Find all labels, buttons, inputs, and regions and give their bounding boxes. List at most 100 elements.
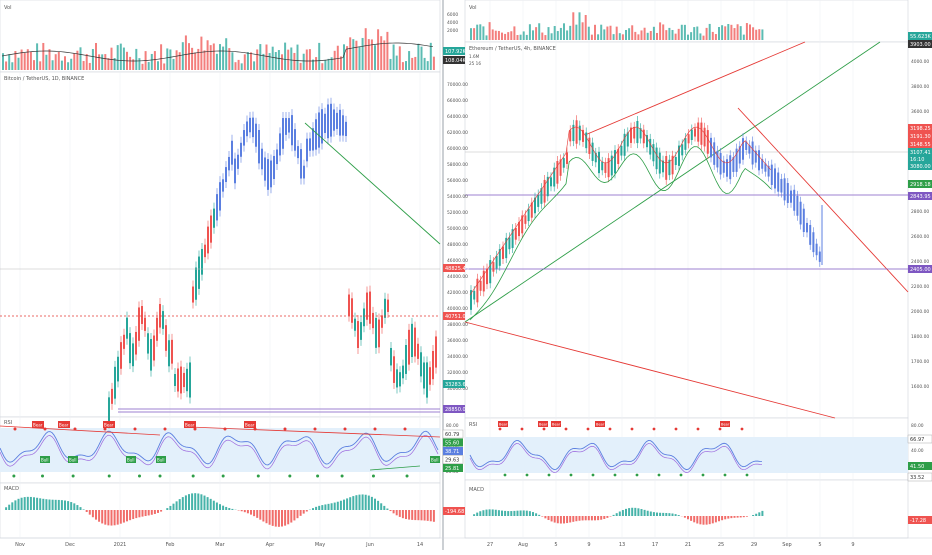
right-volume-bar — [634, 32, 636, 40]
left-candle — [381, 315, 383, 327]
left-macd-bar — [210, 499, 212, 510]
left-macd-bar — [259, 510, 261, 520]
right-volume-bar — [585, 15, 587, 40]
right-candle — [636, 121, 638, 143]
left-candle — [378, 320, 380, 348]
left-macd-bar — [340, 501, 342, 510]
left-candle — [174, 374, 176, 386]
left-macd-bar — [421, 510, 423, 520]
right-vol-tick: 2000 — [447, 28, 458, 34]
left-volume-bar — [231, 52, 233, 70]
left-rsi-dot — [284, 428, 287, 431]
left-y-tick: 34000.00 — [447, 354, 468, 360]
right-macd-bar — [622, 510, 624, 516]
bear-tag-label: Bear — [185, 423, 195, 428]
right-y-tick: 1700.00 — [911, 359, 929, 365]
right-volume-bar — [476, 25, 478, 40]
right-rsi-dot — [680, 474, 683, 477]
right-x-label: Aug — [518, 542, 528, 548]
right-volume-bar — [715, 34, 717, 40]
left-volume-bar — [352, 39, 354, 70]
left-candle — [369, 292, 371, 324]
svg-text:33.52: 33.52 — [910, 475, 924, 481]
right-candle — [691, 130, 693, 140]
left-volume-bar — [386, 32, 388, 70]
right-rsi-badge: 33.52 — [908, 473, 932, 481]
right-x-label: 27 — [487, 542, 493, 548]
left-macd-bar — [98, 510, 100, 522]
left-rsi-dot — [12, 475, 15, 478]
right-rsi-dot — [543, 428, 546, 431]
left-rsi-dot — [224, 428, 227, 431]
left-candle — [240, 143, 242, 157]
right-volume-bar — [625, 30, 627, 40]
right-macd-bar — [706, 516, 708, 525]
left-volume-bar — [30, 52, 32, 70]
left-volume-bar — [290, 47, 292, 70]
left-macd-bar — [321, 505, 323, 510]
left-macd-bar — [343, 500, 345, 510]
right-volume-bar — [495, 31, 497, 40]
left-macd-bar — [315, 507, 317, 510]
right-macd-bar — [557, 516, 559, 523]
left-macd-label: MACD — [4, 486, 19, 492]
right-candle — [771, 165, 773, 185]
left-volume-bar — [272, 47, 274, 70]
left-y-tick: 66000.00 — [447, 98, 468, 104]
left-macd-bar — [402, 510, 404, 518]
right-price-badge: 2843.95 — [908, 192, 932, 200]
left-macd-bar — [216, 502, 218, 510]
right-volume-bar — [579, 12, 581, 40]
right-candle — [800, 202, 802, 225]
right-candle — [752, 142, 754, 165]
left-rsi-dot — [192, 475, 195, 478]
left-candle — [354, 319, 356, 331]
right-volume-bar — [538, 23, 540, 40]
left-macd-bar — [352, 496, 354, 510]
right-macd-bar — [730, 516, 732, 518]
left-volume-bar — [309, 49, 311, 70]
bull-tag-label: Bull — [157, 458, 165, 463]
right-x-label: 9 — [851, 542, 854, 548]
right-volume-bar — [569, 26, 571, 40]
left-macd-bar — [241, 510, 243, 511]
right-macd-bar — [637, 508, 639, 516]
right-candle — [809, 225, 811, 245]
left-candle — [108, 397, 110, 422]
right-macd-bar — [551, 516, 553, 521]
left-volume-bar — [433, 57, 435, 70]
left-volume-bar — [293, 53, 295, 70]
right-x-label: Sep — [782, 542, 791, 548]
left-candle — [231, 141, 233, 165]
right-volume-bar — [606, 27, 608, 40]
left-rsi-dot — [14, 428, 17, 431]
left-macd-bar — [135, 510, 137, 518]
left-volume-bar — [67, 62, 69, 70]
right-macd-bar — [513, 511, 515, 516]
left-macd-bar — [417, 510, 419, 520]
left-y-tick: 42000.00 — [447, 290, 468, 296]
right-vol-tick: 6000 — [447, 12, 458, 18]
left-candle — [219, 182, 221, 210]
svg-text:29.63: 29.63 — [445, 458, 459, 464]
left-volume-bar — [411, 58, 413, 70]
right-candle — [716, 151, 718, 168]
left-x-label: 14 — [417, 542, 423, 548]
left-volume-bar — [297, 45, 299, 70]
right-candle — [537, 195, 539, 207]
left-rsi-dot — [222, 475, 225, 478]
right-macd-bar — [566, 516, 568, 523]
left-macd-bar — [83, 509, 85, 510]
left-volume-bar — [163, 63, 165, 70]
right-macd-bar — [662, 513, 664, 516]
left-macd-bar — [359, 495, 361, 510]
left-macd-bar — [290, 510, 292, 523]
right-y-tick: 2000.00 — [911, 309, 929, 315]
svg-text:3191.30: 3191.30 — [910, 134, 931, 140]
right-volume-bar — [681, 25, 683, 40]
right-candle — [502, 246, 504, 258]
left-volume-bar — [207, 40, 209, 70]
left-macd-bar — [129, 510, 131, 520]
left-candle — [402, 366, 404, 379]
right-macd-bar — [606, 516, 608, 518]
